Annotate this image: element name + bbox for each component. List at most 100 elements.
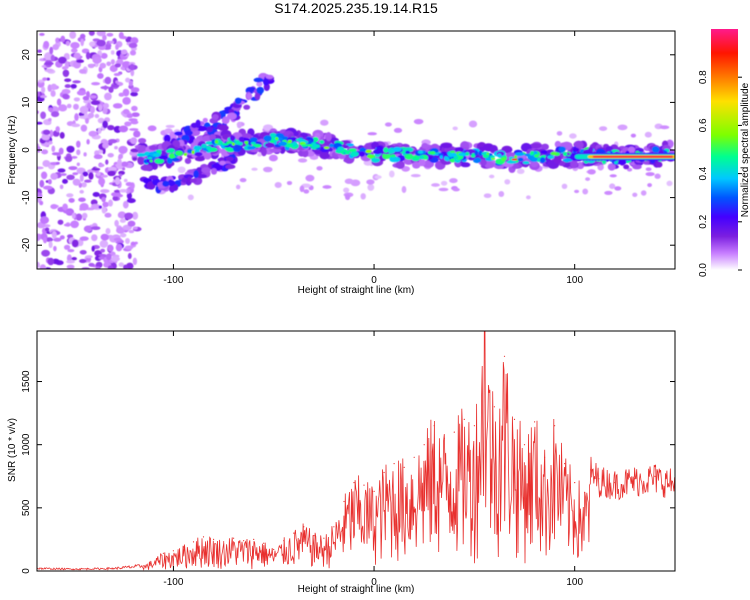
noise-blob [66,145,75,153]
main-track-blob [154,158,165,164]
noise-blob [45,237,54,242]
noise-blob [63,210,73,214]
noise-blob [90,203,100,209]
main-track-halo [607,163,616,171]
main-track-core [275,136,279,141]
upper_branch-blob [262,77,269,86]
main-track-halo [627,146,636,154]
snr-point [513,418,516,420]
noise-blob [102,106,108,115]
main-track-core [183,152,188,156]
noise-blob [132,157,137,161]
upper_branch-blob [202,117,208,123]
noise-blob [117,211,127,219]
noise-blob [81,182,87,188]
noise-blob [60,35,66,43]
main-track-blob [389,156,399,163]
noise-blob [80,38,85,47]
noise-blob [37,261,40,269]
main-track-core [250,141,256,145]
faint-blob [297,158,308,163]
noise-blob [100,174,108,178]
snr-point [112,567,114,570]
noise-blob [101,206,107,214]
faint-blob [599,126,608,131]
noise-blob [64,78,72,83]
noise-blob [90,100,101,106]
colorbar-gradient [711,29,738,270]
main-track-blob [449,158,457,163]
noise-blob [122,200,129,209]
main-track-core [323,146,330,150]
main-track-core [337,146,344,151]
noise-blob [62,93,69,100]
noise-blob [63,244,71,250]
main-track-blob [651,146,660,153]
noise-blob [82,171,89,177]
noise-blob [97,72,104,79]
faint-blob [344,193,351,201]
main-track-blob [404,153,414,160]
main-track-core [390,154,396,158]
noise-blob [107,170,116,177]
noise-blob [56,98,62,106]
main-track-halo [529,142,542,149]
noise-blob [76,149,81,156]
main-track-core [489,155,496,159]
faint-blob [647,183,652,188]
noise-blob [68,166,78,171]
noise-blob [41,86,46,94]
noise-blob [50,83,57,91]
snr-point [233,537,235,539]
noise-blob [130,91,138,97]
main-track-core [530,150,535,155]
noise-blob [71,239,79,248]
main-track-blob [392,146,402,152]
spectrogram-x-tick-label: 100 [566,275,583,286]
colorbar-tick-label: 0.0 [698,263,709,277]
noise-blob [112,103,123,109]
main-track-halo [240,133,252,139]
noise-blob [104,212,112,218]
colorbar-tick-label: 0.8 [698,70,709,84]
spectrogram-y-tick-label: 10 [21,96,32,108]
snr-point [253,538,255,541]
main-track-blob [478,150,483,157]
noise-blob [86,91,90,98]
noise-blob [107,265,114,269]
main-track-halo [403,157,414,165]
main-track-blob [573,147,580,152]
main-track-core [550,151,558,156]
noise-blob [120,232,127,238]
main-track-core [453,155,459,160]
noise-blob [66,193,74,198]
faint-blob [343,187,350,193]
noise-blob [39,216,50,224]
faint-blob [236,121,242,129]
noise-blob [130,241,136,246]
snr-point [493,406,495,408]
noise-blob [115,43,119,50]
main-track-blob [514,152,525,157]
snr-point [243,540,245,542]
main-track-blob [370,157,381,163]
noise-blob [121,161,129,167]
main-track-halo [140,164,153,171]
noise-blob [107,152,114,158]
noise-blob [130,69,135,77]
main-track-core [514,155,518,158]
main-track-blob [160,150,166,157]
noise-blob [64,84,71,89]
main-track-blob [247,145,257,150]
main-track-blob [158,155,168,160]
noise-blob [66,103,72,109]
lower_branch-blob [186,176,192,186]
noise-blob [130,87,140,93]
main-track-core [365,149,372,154]
upper_branch-blob [253,77,264,83]
noise-blob [96,39,106,47]
chart-title: S174.2025.235.19.14.R15 [274,0,438,16]
noise-blob [130,120,139,125]
noise-blob [41,249,51,257]
noise-blob [100,233,109,241]
